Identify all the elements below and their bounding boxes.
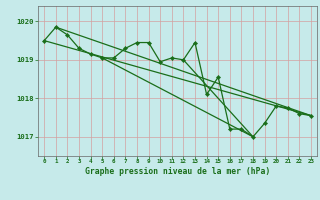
X-axis label: Graphe pression niveau de la mer (hPa): Graphe pression niveau de la mer (hPa): [85, 167, 270, 176]
